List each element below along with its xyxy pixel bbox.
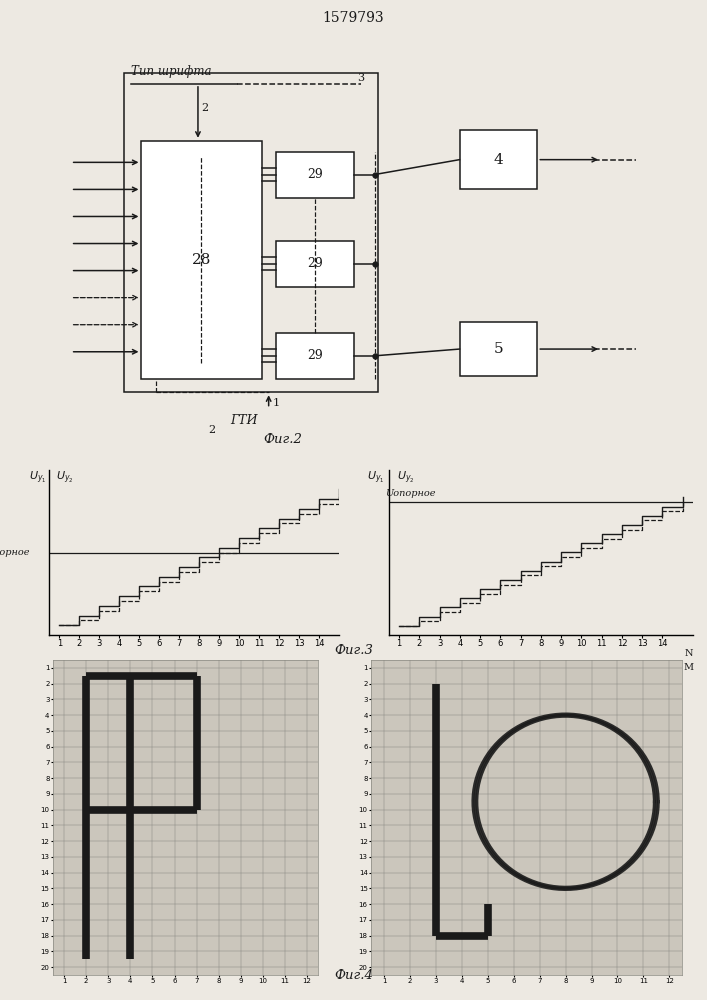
Text: 1: 1 — [272, 398, 279, 408]
Bar — [276, 241, 354, 287]
Text: 4: 4 — [493, 153, 503, 167]
Text: 29: 29 — [307, 168, 322, 181]
Text: N: N — [684, 649, 693, 658]
Text: Тип шрифта: Тип шрифта — [131, 65, 211, 78]
Text: 29: 29 — [307, 257, 322, 270]
Bar — [124, 73, 378, 392]
Text: $U_{y_1}$: $U_{y_1}$ — [29, 470, 47, 486]
Text: 28: 28 — [192, 253, 211, 267]
Bar — [276, 333, 354, 379]
Text: Фиг.3: Фиг.3 — [334, 644, 373, 657]
Text: 3: 3 — [357, 73, 364, 83]
Text: Фиг.4: Фиг.4 — [334, 969, 373, 982]
Text: ГТИ: ГТИ — [230, 414, 257, 427]
Text: $U_{y_2}$: $U_{y_2}$ — [397, 470, 414, 486]
Text: 29: 29 — [307, 349, 322, 362]
Text: Uопорное: Uопорное — [0, 548, 30, 557]
Bar — [460, 322, 537, 376]
Text: Uопорное: Uопорное — [385, 488, 436, 497]
Text: $U_{y_2}$: $U_{y_2}$ — [57, 470, 74, 486]
Text: 1579793: 1579793 — [322, 11, 385, 25]
Bar — [141, 141, 262, 379]
Text: 5: 5 — [493, 342, 503, 356]
Text: Фиг.2: Фиг.2 — [264, 433, 302, 446]
Text: $U_{y_1}$: $U_{y_1}$ — [367, 470, 385, 486]
Text: 2: 2 — [201, 103, 209, 113]
Text: 2: 2 — [209, 425, 216, 435]
Bar — [460, 130, 537, 189]
Text: M: M — [684, 662, 694, 672]
Bar — [276, 152, 354, 198]
